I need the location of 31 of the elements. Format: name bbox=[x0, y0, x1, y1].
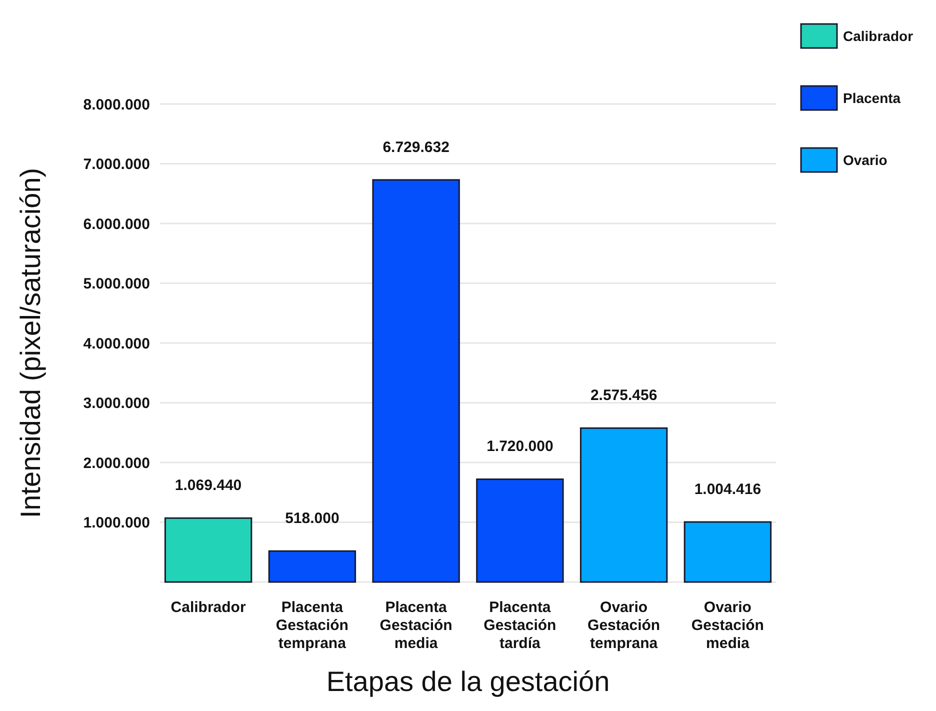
bar bbox=[164, 517, 252, 583]
data-label: 6.729.632 bbox=[382, 138, 450, 156]
y-tick-label: 7.000.000 bbox=[83, 156, 150, 173]
data-label: 2.575.456 bbox=[590, 387, 658, 404]
x-tick-label: Placenta Gestación temprana bbox=[276, 599, 348, 652]
y-tick-label: 5.000.000 bbox=[83, 276, 150, 292]
x-tick-label: Calibrador bbox=[170, 599, 246, 616]
x-tick-label: Placenta Gestación media bbox=[380, 599, 452, 652]
x-tick-label: Ovario Gestación media bbox=[691, 599, 764, 652]
bar bbox=[580, 427, 668, 583]
x-axis-title: Etapas de la gestación bbox=[326, 666, 610, 697]
y-axis-title: Intensidad (pixel/saturación) bbox=[15, 168, 46, 518]
bar bbox=[268, 550, 356, 583]
y-tick-label: 3.000.000 bbox=[83, 395, 150, 412]
x-tick-label: Ovario Gestación temprana bbox=[588, 599, 660, 652]
legend-label: Placenta bbox=[843, 90, 901, 106]
data-label: 1.069.440 bbox=[174, 477, 242, 494]
y-tick-label: 6.000.000 bbox=[83, 216, 150, 233]
bar bbox=[476, 478, 564, 583]
bar bbox=[372, 179, 460, 583]
x-tick-label: Placenta Gestación tardía bbox=[484, 599, 556, 652]
bar bbox=[684, 521, 772, 583]
data-label: 1.004.416 bbox=[694, 480, 762, 498]
data-label: 518.000 bbox=[285, 510, 340, 528]
y-tick-label: 8.000.000 bbox=[83, 96, 150, 114]
legend-label: Calibrador bbox=[843, 28, 914, 44]
y-tick-label: 1.000.000 bbox=[83, 514, 150, 532]
legend-label: Ovario bbox=[843, 152, 888, 168]
y-tick-label: 2.000.000 bbox=[83, 454, 150, 472]
data-label: 1.720.000 bbox=[486, 438, 554, 456]
y-tick-label: 4.000.000 bbox=[83, 335, 150, 352]
